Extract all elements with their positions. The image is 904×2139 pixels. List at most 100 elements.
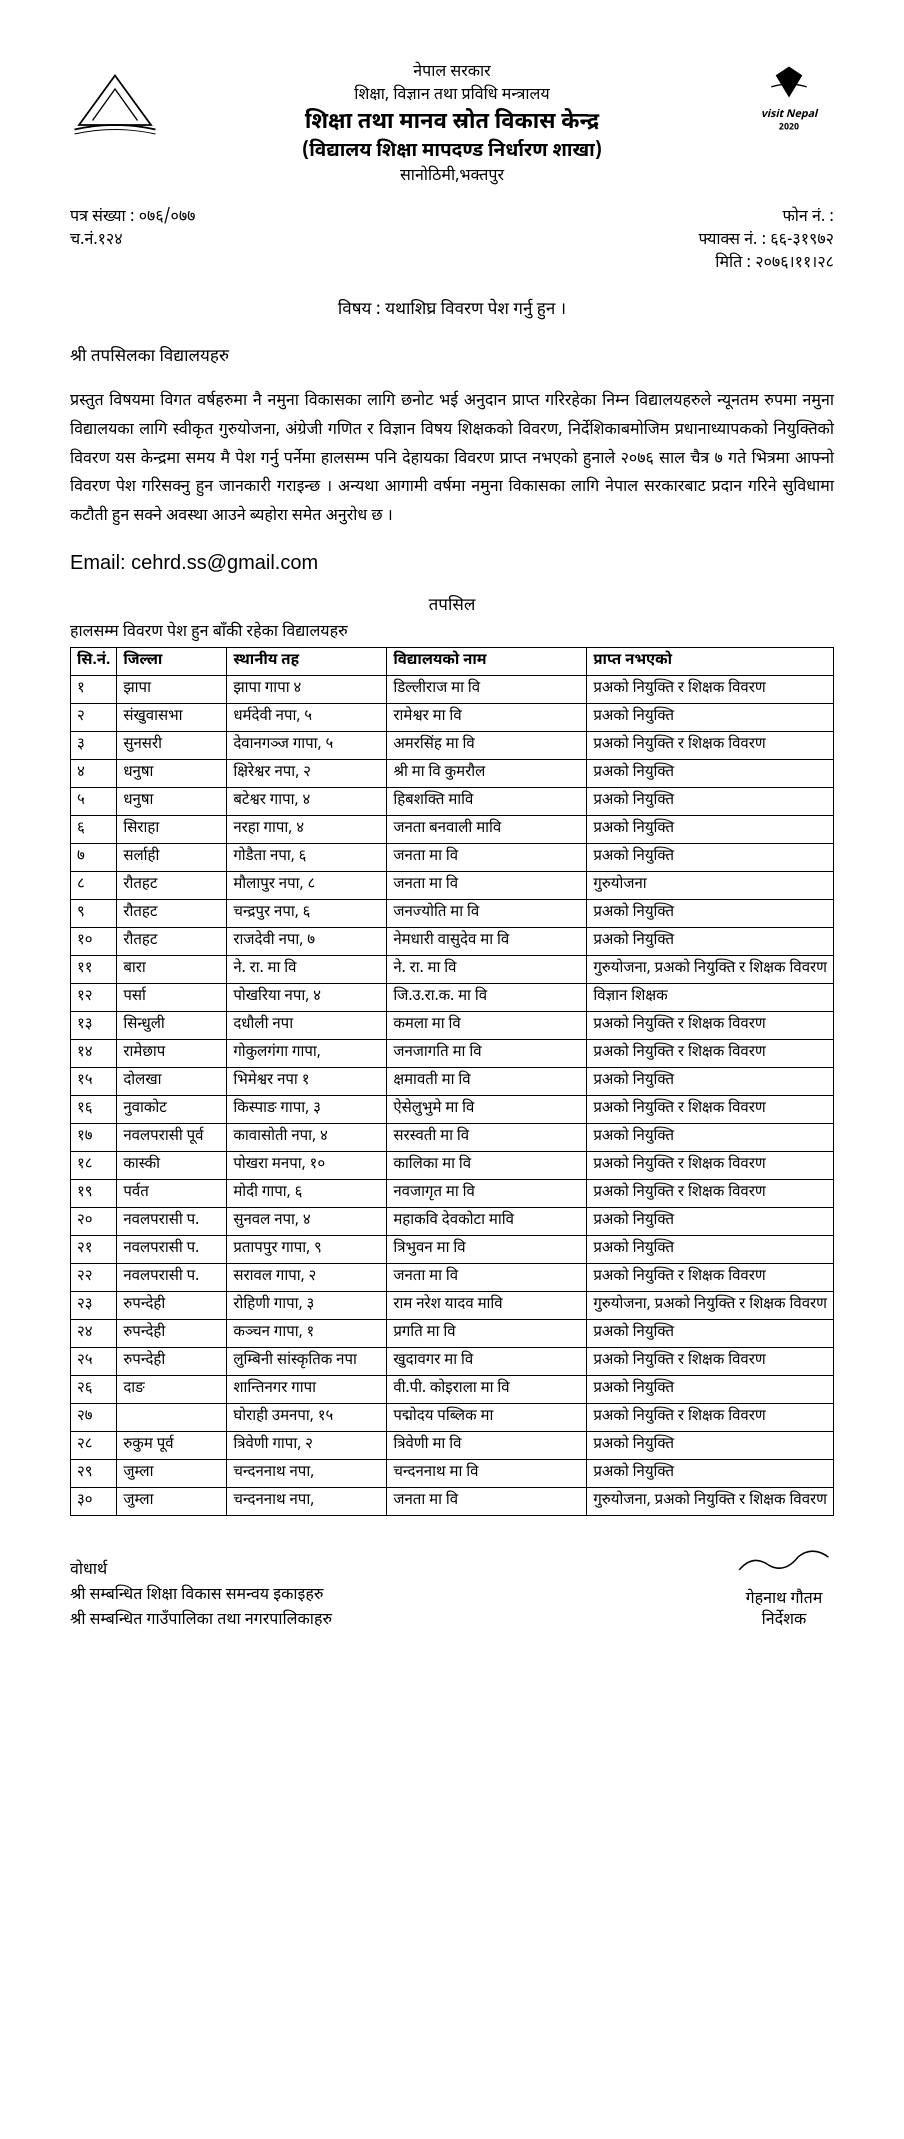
cell-district: रौतहट (117, 899, 227, 927)
cell-school: डिल्लीराज मा वि (387, 675, 587, 703)
cell-sn: २२ (71, 1263, 117, 1291)
cell-local: चन्दननाथ नपा, (227, 1459, 387, 1487)
cell-school: त्रिभुवन मा वि (387, 1235, 587, 1263)
cell-local: राजदेवी नपा, ७ (227, 927, 387, 955)
table-row: १९पर्वतमोदी गापा, ६नवजागृत मा विप्रअको न… (71, 1179, 834, 1207)
cell-missing: प्रअको नियुक्ति (587, 1067, 834, 1095)
cell-sn: २ (71, 703, 117, 731)
ref-right: फोन नं. : फ्याक्स नं. : ६६-३१९७२ मिति : … (698, 207, 834, 274)
cell-local: क्षिरेश्वर नपा, २ (227, 759, 387, 787)
cell-school: प्रगति मा वि (387, 1319, 587, 1347)
cell-district: दाङ (117, 1375, 227, 1403)
signatory-title: निर्देशक (734, 1610, 834, 1631)
cell-local: मोदी गापा, ६ (227, 1179, 387, 1207)
cell-missing: प्रअको नियुक्ति (587, 787, 834, 815)
chalani-number: च.नं.१२४ (70, 230, 196, 251)
addressee: श्री तपसिलका विद्यालयहरु (70, 346, 834, 368)
cell-sn: ४ (71, 759, 117, 787)
cell-school: महाकवि देवकोटा मावि (387, 1207, 587, 1235)
cell-school: जनजागति मा वि (387, 1039, 587, 1067)
cell-school: खुदावगर मा वि (387, 1347, 587, 1375)
signatory-name: गेहनाथ गौतम (734, 1589, 834, 1610)
cell-school: जनता बनवाली मावि (387, 815, 587, 843)
cell-missing: प्रअको नियुक्ति (587, 927, 834, 955)
table-caption: हालसम्म विवरण पेश हुन बाँकी रहेका विद्या… (70, 622, 834, 643)
cell-sn: ६ (71, 815, 117, 843)
cell-local: शान्तिनगर गापा (227, 1375, 387, 1403)
table-row: ११बाराने. रा. मा विने. रा. मा विगुरुयोजन… (71, 955, 834, 983)
cell-school: जि.उ.रा.क. मा वि (387, 983, 587, 1011)
tapasil-heading: तपसिल (70, 595, 834, 617)
cell-missing: गुरुयोजना (587, 871, 834, 899)
cell-missing: प्रअको नियुक्ति र शिक्षक विवरण (587, 1403, 834, 1431)
cell-sn: २१ (71, 1235, 117, 1263)
cell-missing: प्रअको नियुक्ति (587, 843, 834, 871)
cell-school: रामेश्वर मा वि (387, 703, 587, 731)
cell-school: हिबशक्ति मावि (387, 787, 587, 815)
table-row: ३सुनसरीदेवानगञ्ज गापा, ५अमरसिंह मा विप्र… (71, 731, 834, 759)
table-row: २४रुपन्देहीकञ्चन गापा, १प्रगति मा विप्रअ… (71, 1319, 834, 1347)
cell-local: भिमेश्वर नपा १ (227, 1067, 387, 1095)
cell-district: रुपन्देही (117, 1291, 227, 1319)
cell-district: जुम्ला (117, 1487, 227, 1515)
phone-label: फोन नं. : (698, 207, 834, 228)
cell-district: नवलपरासी प. (117, 1235, 227, 1263)
cell-sn: १७ (71, 1123, 117, 1151)
table-row: २०नवलपरासी प.सुनवल नपा, ४महाकवि देवकोटा … (71, 1207, 834, 1235)
cell-local: बटेश्वर गापा, ४ (227, 787, 387, 815)
cell-sn: २९ (71, 1459, 117, 1487)
cell-sn: २० (71, 1207, 117, 1235)
cell-missing: प्रअको नियुक्ति र शिक्षक विवरण (587, 1039, 834, 1067)
cell-district: धनुषा (117, 759, 227, 787)
cell-district: बारा (117, 955, 227, 983)
cell-missing: प्रअको नियुक्ति (587, 1235, 834, 1263)
cell-missing: प्रअको नियुक्ति र शिक्षक विवरण (587, 731, 834, 759)
schools-table: सि.नं. जिल्ला स्थानीय तह विद्यालयको नाम … (70, 647, 834, 1516)
cell-school: जनता मा वि (387, 871, 587, 899)
table-row: ८रौतहटमौलापुर नपा, ८जनता मा विगुरुयोजना (71, 871, 834, 899)
cell-sn: १६ (71, 1095, 117, 1123)
cell-sn: २८ (71, 1431, 117, 1459)
ministry-label: शिक्षा, विज्ञान तथा प्रविधि मन्त्रालय (70, 85, 834, 106)
footer-cc: वोधार्थ श्री सम्बन्धित शिक्षा विकास समन्… (70, 1560, 332, 1631)
cell-sn: ३ (71, 731, 117, 759)
table-row: ७सर्लाहीगोडैता नपा, ६जनता मा विप्रअको नि… (71, 843, 834, 871)
cell-missing: प्रअको नियुक्ति र शिक्षक विवरण (587, 1347, 834, 1375)
cell-missing: प्रअको नियुक्ति र शिक्षक विवरण (587, 1263, 834, 1291)
cc-line-1: श्री सम्बन्धित शिक्षा विकास समन्वय इकाइह… (70, 1585, 332, 1606)
cc-line-2: श्री सम्बन्धित गाउँपालिका तथा नगरपालिकाह… (70, 1610, 332, 1631)
cell-district: जुम्ला (117, 1459, 227, 1487)
table-row: २९जुम्लाचन्दननाथ नपा,चन्दननाथ मा विप्रअक… (71, 1459, 834, 1487)
cell-sn: १८ (71, 1151, 117, 1179)
cell-missing: गुरुयोजना, प्रअको नियुक्ति र शिक्षक विवर… (587, 955, 834, 983)
cell-local: चन्दननाथ नपा, (227, 1487, 387, 1515)
cell-district (117, 1403, 227, 1431)
table-row: २१नवलपरासी प.प्रतापपुर गापा, ९त्रिभुवन म… (71, 1235, 834, 1263)
cell-missing: प्रअको नियुक्ति र शिक्षक विवरण (587, 675, 834, 703)
address-label: सानोठिमी,भक्तपुर (70, 166, 834, 187)
cell-district: रुपन्देही (117, 1347, 227, 1375)
cell-missing: प्रअको नियुक्ति (587, 1207, 834, 1235)
cell-school: जनता मा वि (387, 1487, 587, 1515)
cell-district: कास्की (117, 1151, 227, 1179)
cell-district: सिन्धुली (117, 1011, 227, 1039)
cell-sn: १२ (71, 983, 117, 1011)
cell-local: देवानगञ्ज गापा, ५ (227, 731, 387, 759)
cell-local: मौलापुर नपा, ८ (227, 871, 387, 899)
cell-missing: प्रअको नियुक्ति (587, 899, 834, 927)
cell-district: रुकुम पूर्व (117, 1431, 227, 1459)
cell-sn: ११ (71, 955, 117, 983)
cell-local: किस्पाङ गापा, ३ (227, 1095, 387, 1123)
cell-sn: १० (71, 927, 117, 955)
cell-school: पद्मोदय पब्लिक मा (387, 1403, 587, 1431)
cell-school: जनता मा वि (387, 843, 587, 871)
cell-missing: प्रअको नियुक्ति (587, 1375, 834, 1403)
cell-local: प्रतापपुर गापा, ९ (227, 1235, 387, 1263)
cell-district: धनुषा (117, 787, 227, 815)
cell-district: रामेछाप (117, 1039, 227, 1067)
col-local: स्थानीय तह (227, 647, 387, 675)
cell-school: श्री मा वि कुमरौल (387, 759, 587, 787)
cell-district: नवलपरासी प. (117, 1207, 227, 1235)
cell-district: दोलखा (117, 1067, 227, 1095)
cell-school: कमला मा वि (387, 1011, 587, 1039)
